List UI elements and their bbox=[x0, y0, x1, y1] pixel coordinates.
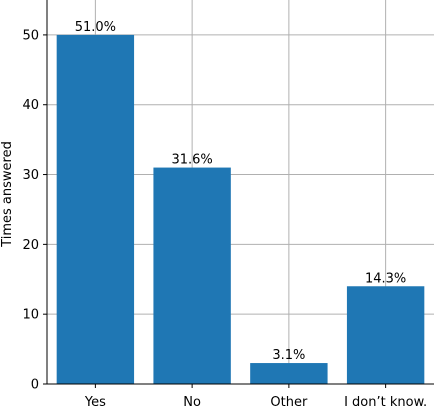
data-label: 31.6% bbox=[171, 153, 212, 168]
x-tick-label: No bbox=[183, 395, 201, 408]
bar-yes bbox=[56, 34, 135, 385]
bar-no bbox=[153, 167, 231, 384]
y-tick-label: 10 bbox=[22, 308, 39, 323]
x-tick-label: Yes bbox=[84, 395, 106, 408]
y-axis-label: Times answered bbox=[0, 141, 15, 248]
y-tick-label: 0 bbox=[31, 378, 39, 393]
axes bbox=[43, 0, 434, 388]
y-tick-label: 50 bbox=[22, 28, 39, 43]
data-label: 14.3% bbox=[365, 271, 406, 286]
bar-other bbox=[250, 363, 328, 384]
y-tick-label: 20 bbox=[22, 238, 39, 253]
y-tick-label: 40 bbox=[22, 98, 39, 113]
labels: 0 10 20 30 40 50 Yes No Other I don’t know. 51.0% 3… bbox=[22, 20, 427, 410]
bars bbox=[56, 34, 425, 385]
x-tick-label: I don’t know. bbox=[344, 395, 427, 408]
data-label: 3.1% bbox=[272, 348, 305, 363]
x-tick-label: Other bbox=[270, 395, 308, 408]
y-tick-label: 30 bbox=[22, 168, 39, 183]
data-label: 51.0% bbox=[75, 20, 116, 35]
bar-i-don-t-know bbox=[346, 286, 425, 384]
